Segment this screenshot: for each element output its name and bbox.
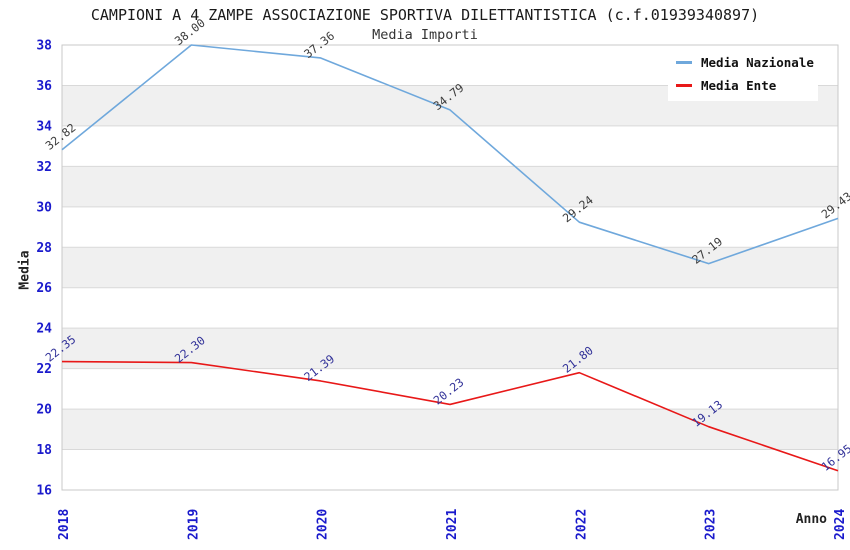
legend: Media Nazionale Media Ente xyxy=(668,48,818,101)
x-tick-label: 2020 xyxy=(316,509,331,540)
plot-band xyxy=(62,166,838,207)
x-tick-label: 2021 xyxy=(445,509,460,540)
y-tick-label: 20 xyxy=(36,403,52,418)
point-label-media-ente: 20.23 xyxy=(431,375,467,407)
legend-item-media-nazionale: Media Nazionale xyxy=(676,55,814,70)
x-tick-label: 2024 xyxy=(833,509,848,540)
y-tick-label: 22 xyxy=(36,362,52,377)
x-axis-title: Anno xyxy=(795,512,827,527)
plot-border xyxy=(61,44,839,491)
series-line-media-ente xyxy=(61,360,839,472)
x-tick-label: 2023 xyxy=(704,509,719,540)
x-tick-label: 2019 xyxy=(186,509,201,540)
legend-label: Media Nazionale xyxy=(701,55,814,70)
x-tick-label: 2018 xyxy=(57,509,72,540)
y-tick-label: 16 xyxy=(36,484,52,499)
legend-line-sample-red xyxy=(676,84,692,87)
plot-band xyxy=(62,247,838,288)
y-tick-label: 18 xyxy=(36,443,52,458)
y-tick-label: 24 xyxy=(36,322,52,337)
legend-item-media-ente: Media Ente xyxy=(676,78,812,93)
chart-subtitle: Media Importi xyxy=(372,27,478,43)
y-tick-label: 36 xyxy=(36,79,52,94)
legend-line-sample-blue xyxy=(676,61,692,64)
y-tick-label: 38 xyxy=(36,39,52,54)
plot-band xyxy=(62,409,838,450)
y-tick-label: 28 xyxy=(36,241,52,256)
legend-label: Media Ente xyxy=(701,78,777,93)
chart-title: CAMPIONI A 4 ZAMPE ASSOCIAZIONE SPORTIVA… xyxy=(90,6,760,24)
y-tick-label: 30 xyxy=(36,200,52,215)
y-tick-label: 34 xyxy=(36,119,52,134)
y-tick-label: 26 xyxy=(36,281,52,296)
y-tick-label: 32 xyxy=(36,160,52,175)
x-tick-label: 2022 xyxy=(574,509,589,540)
series-line-media-nazionale xyxy=(61,44,839,265)
y-axis-title: Media xyxy=(17,250,33,290)
